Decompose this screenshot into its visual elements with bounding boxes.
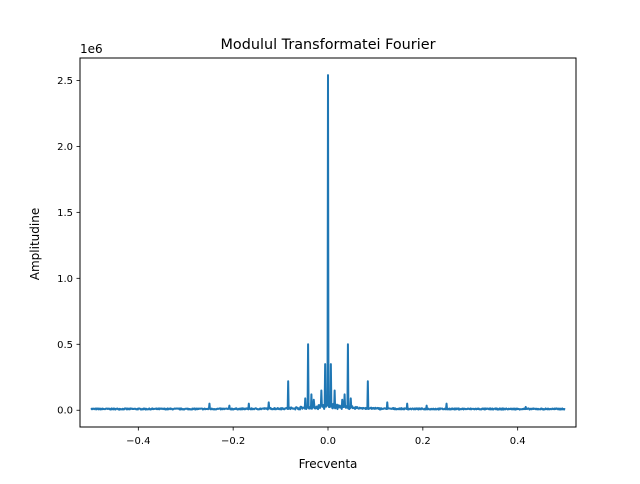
y-tick-label: 0.5: [57, 340, 73, 351]
x-tick-label: −0.4: [126, 436, 150, 447]
ticks-group: −0.4 −0.2 0.0 0.2 0.4 0.0 0.5 1.0 1.5 2.0 2.5: [57, 76, 526, 447]
x-tick-label: 0.0: [320, 436, 336, 447]
x-axis-label: Frecventa: [299, 457, 358, 471]
x-tick-label: 0.4: [510, 436, 526, 447]
y-tick-label: 0.0: [57, 406, 73, 417]
y-tick-label: 2.0: [57, 142, 73, 153]
x-tick-label: 0.2: [415, 436, 431, 447]
y-tick-label: 1.5: [57, 208, 73, 219]
series-line: [90, 74, 566, 411]
x-tick-label: −0.2: [221, 436, 245, 447]
y-tick-label: 2.5: [57, 76, 73, 87]
y-axis-label: Amplitudine: [28, 208, 42, 280]
y-tick-label: 1.0: [57, 274, 73, 285]
chart-title: Modulul Transformatei Fourier: [220, 37, 435, 53]
y-offset-label: 1e6: [80, 42, 103, 56]
plot-frame: [79, 57, 577, 428]
